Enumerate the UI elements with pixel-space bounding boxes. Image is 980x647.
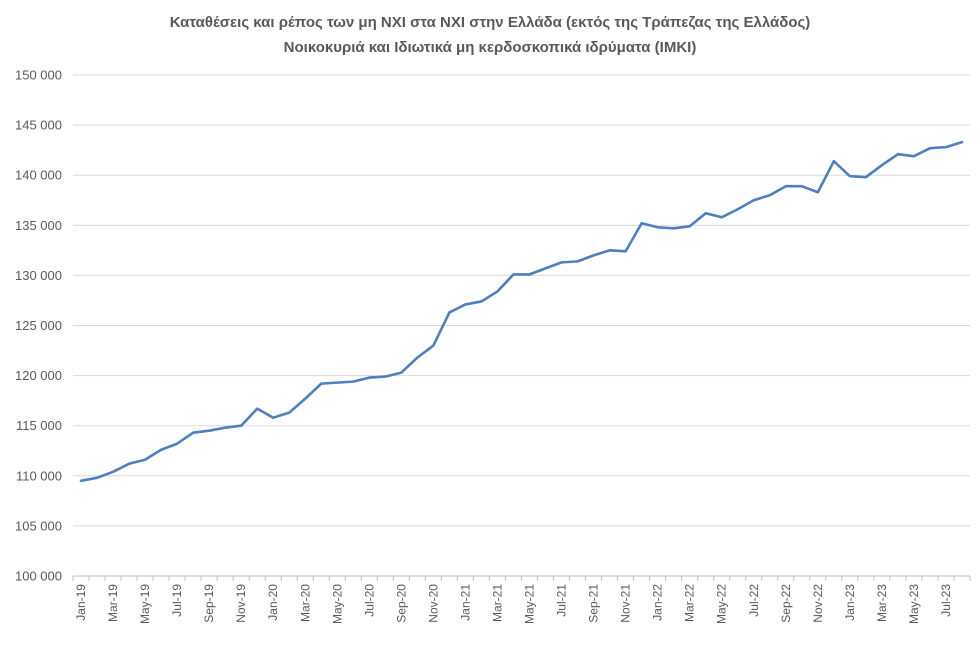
x-tick-label: Sep-19 xyxy=(202,584,216,623)
x-tick-label: Jul-22 xyxy=(747,584,761,617)
x-tick-label: Nov-21 xyxy=(619,584,633,623)
x-tick-label: Mar-23 xyxy=(875,584,889,622)
x-tick-label: May-21 xyxy=(523,584,537,624)
x-tick-label: Mar-19 xyxy=(106,584,120,622)
chart-title: Καταθέσεις και ρέπος των μη ΝΧΙ στα ΝΧΙ … xyxy=(170,14,811,31)
x-tick-label: May-20 xyxy=(330,584,344,624)
x-axis-labels: Jan-19 Mar-19 May-19 Jul-19 Sep-19 Nov-19 Jan-… xyxy=(74,584,953,624)
x-tick-label: Jul-23 xyxy=(939,584,953,617)
x-tick-label: Jan-20 xyxy=(266,584,280,621)
y-tick-label: 100 000 xyxy=(15,569,62,584)
series-layer xyxy=(79,140,964,483)
y-tick-label: 115 000 xyxy=(16,418,62,433)
x-tick-label: Jan-19 xyxy=(74,584,88,621)
x-tick-label: Sep-22 xyxy=(779,584,793,623)
x-tick-label: Jan-22 xyxy=(651,584,665,621)
y-tick-label: 125 000 xyxy=(15,318,62,333)
x-tick-label: May-19 xyxy=(138,584,152,624)
x-tick-label: May-22 xyxy=(715,584,729,624)
x-tick-label: Jul-21 xyxy=(555,584,569,617)
x-tick-label: Mar-20 xyxy=(298,584,312,622)
y-tick-label: 145 000 xyxy=(15,118,62,133)
y-tick-label: 130 000 xyxy=(15,268,62,283)
y-axis-labels: 100 000 105 000 110 000 115 000 120 000 125 0… xyxy=(15,68,62,584)
x-tick-label: Jul-19 xyxy=(170,584,184,617)
x-tick-label: Nov-20 xyxy=(426,584,440,623)
x-tick-label: Jul-20 xyxy=(362,584,376,617)
x-tick-label: Mar-21 xyxy=(490,584,504,622)
x-tick-label: Sep-21 xyxy=(587,584,601,623)
x-tick-label: Sep-20 xyxy=(394,584,408,623)
y-tick-label: 140 000 xyxy=(15,168,62,183)
x-tick-label: May-23 xyxy=(907,584,921,624)
y-tick-label: 135 000 xyxy=(15,218,62,233)
y-tick-label: 120 000 xyxy=(15,368,62,383)
y-tick-label: 150 000 xyxy=(15,68,62,83)
y-tick-label: 105 000 xyxy=(15,518,62,533)
gridlines xyxy=(72,74,971,581)
chart-subtitle: Νοικοκυριά και Ιδιωτικά μη κερδοσκοπικά … xyxy=(284,39,697,56)
x-tick-label: Nov-19 xyxy=(234,584,248,623)
x-tick-label: Nov-22 xyxy=(811,584,825,623)
series-line xyxy=(79,140,964,483)
y-tick-label: 110 000 xyxy=(16,468,62,483)
x-tick-label: Jan-23 xyxy=(843,584,857,621)
x-tick-label: Jan-21 xyxy=(458,584,472,621)
x-tick-label: Mar-22 xyxy=(683,584,697,622)
